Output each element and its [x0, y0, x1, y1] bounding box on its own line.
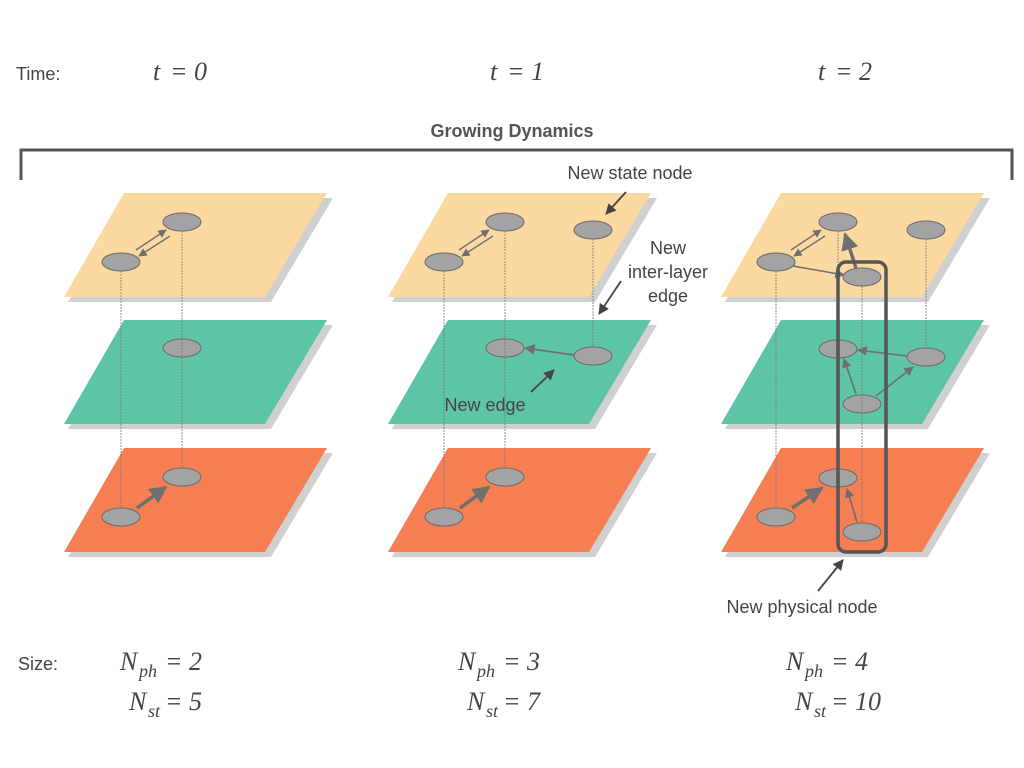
state-node	[101, 252, 141, 272]
edge	[138, 235, 171, 257]
annotation-arrow	[598, 280, 622, 315]
state-node	[818, 212, 858, 232]
new-inter-layer-edge-label-2: inter-layer	[628, 262, 708, 282]
new-edge-label: New edge	[444, 395, 525, 415]
state-node	[573, 220, 613, 240]
physical-node-highlight-box	[836, 260, 888, 554]
state-node	[756, 252, 796, 272]
nph-var: N	[457, 647, 477, 676]
nph-var: N	[785, 647, 805, 676]
nst-eq: = 10	[831, 687, 881, 716]
edge	[790, 229, 822, 251]
time-eq: = 1	[507, 57, 544, 86]
nst-eq: = 7	[503, 687, 541, 716]
physical-node	[756, 507, 796, 527]
stack-t1	[388, 193, 657, 557]
edge	[458, 229, 490, 251]
top-layer	[388, 193, 651, 297]
new-inter-layer-edge-label-1: New	[650, 238, 687, 258]
edge	[792, 265, 845, 279]
edge	[791, 486, 824, 510]
nph-var: N	[119, 647, 139, 676]
middle-layer	[64, 320, 327, 424]
time-eq: = 0	[170, 57, 207, 86]
nph-eq: = 3	[503, 647, 540, 676]
nst-eq: = 5	[165, 687, 202, 716]
nph-eq: = 4	[831, 647, 868, 676]
time-step-2: t = 2	[818, 57, 872, 86]
physical-node	[842, 522, 882, 542]
time-eq: = 2	[835, 57, 872, 86]
edge	[793, 235, 826, 257]
size-col-1: N ph = 3 N st = 7	[457, 647, 541, 721]
new-inter-layer-edge-label-3: edge	[648, 286, 688, 306]
middle-layer	[388, 320, 651, 424]
bottom-layer	[64, 448, 327, 552]
middle-layer	[721, 320, 984, 424]
time-label: Time:	[16, 64, 60, 84]
physical-node	[485, 467, 525, 487]
growing-bracket	[19, 148, 1014, 180]
size-col-0: N ph = 2 N st = 5	[119, 647, 202, 721]
nph-eq: = 2	[165, 647, 202, 676]
time-step-1: t = 1	[490, 57, 544, 86]
edge	[135, 485, 168, 510]
edge	[461, 235, 494, 257]
time-var: t	[818, 57, 826, 86]
physical-node	[101, 507, 141, 527]
state-node	[842, 267, 882, 287]
nph-sub: ph	[137, 661, 157, 681]
bottom-layer	[721, 448, 984, 552]
size-label: Size:	[18, 654, 58, 674]
nph-sub: ph	[475, 661, 495, 681]
annotation-arrow	[530, 369, 555, 393]
nst-sub: st	[148, 701, 161, 721]
edge	[875, 366, 914, 397]
edge	[857, 346, 908, 357]
state-node	[906, 220, 946, 240]
edge	[842, 358, 857, 395]
annotation-arrow	[817, 559, 844, 592]
physical-node	[424, 507, 464, 527]
stack-t0	[64, 193, 333, 557]
size-col-2: N ph = 4 N st = 10	[785, 647, 881, 721]
edge	[523, 344, 575, 356]
time-var: t	[153, 57, 161, 86]
diagram-title: Growing Dynamics	[430, 121, 593, 141]
state-node	[424, 252, 464, 272]
state-node	[906, 347, 946, 367]
new-state-node-label: New state node	[567, 163, 692, 183]
edge	[458, 485, 491, 510]
nst-sub: st	[486, 701, 499, 721]
bottom-layer	[388, 448, 651, 552]
nst-var: N	[128, 687, 148, 716]
top-layer	[64, 193, 327, 297]
state-node	[485, 212, 525, 232]
time-var: t	[490, 57, 498, 86]
nph-sub: ph	[803, 661, 823, 681]
annotation-arrow	[605, 191, 627, 215]
time-step-0: t = 0	[153, 57, 207, 86]
edge	[844, 488, 858, 523]
edge	[135, 229, 167, 251]
physical-node	[162, 467, 202, 487]
nst-var: N	[794, 687, 814, 716]
stack-t2	[721, 193, 990, 557]
nst-sub: st	[814, 701, 827, 721]
state-node	[573, 346, 613, 366]
nst-var: N	[466, 687, 486, 716]
new-physical-node-label: New physical node	[726, 597, 877, 617]
state-node	[162, 212, 202, 232]
